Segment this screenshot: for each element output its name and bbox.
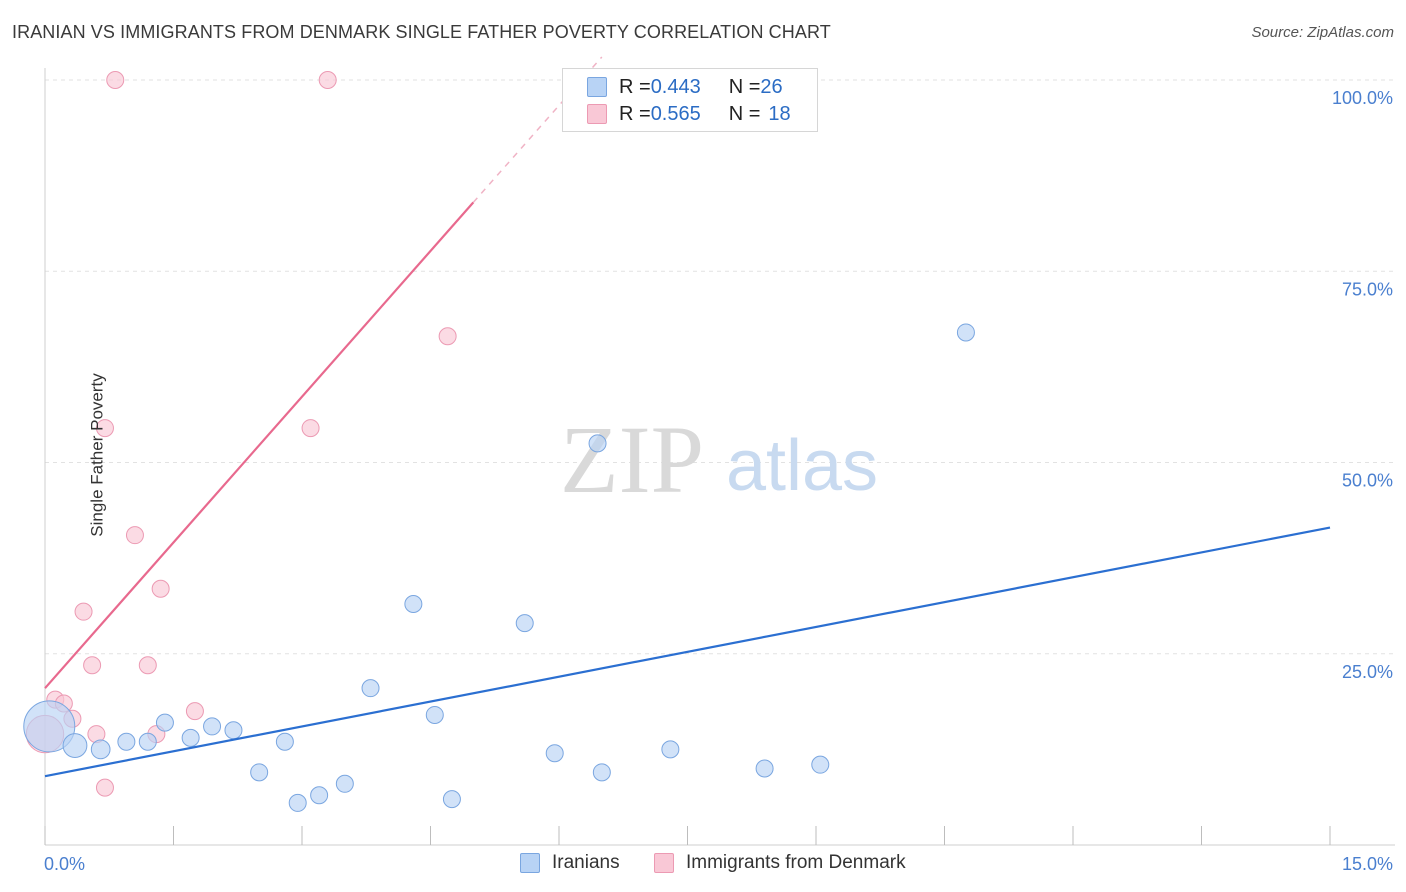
n-value: 26: [760, 75, 783, 98]
point-iranians: [592, 763, 611, 782]
point-denmark: [95, 419, 114, 438]
trendline-denmark: [44, 201, 475, 689]
n-label: N =: [728, 102, 761, 125]
point-iranians: [425, 705, 444, 724]
swatch-blue: [587, 77, 607, 97]
y-tick-label: 75.0%: [1342, 279, 1393, 299]
point-iranians: [956, 323, 975, 342]
point-denmark: [151, 579, 170, 598]
point-iranians: [361, 679, 380, 698]
point-denmark: [83, 656, 102, 675]
legend-item-iranians[interactable]: Iranians: [520, 852, 620, 874]
stats-row-iranians: R = 0.443 N = 26: [563, 74, 783, 100]
point-denmark: [74, 602, 93, 621]
n-value: 18: [768, 102, 791, 125]
legend-swatch-blue: [520, 853, 540, 873]
legend-label-iranians: Iranians: [552, 852, 620, 873]
point-iranians: [755, 759, 774, 778]
series-legend: Iranians Immigrants from Denmark: [0, 852, 1406, 878]
source-label: Source: ZipAtlas.com: [1251, 24, 1394, 41]
point-iranians: [203, 717, 222, 736]
tick-label-layer: 25.0% 50.0% 75.0% 100.0% 0.0% 15.0%: [44, 88, 1393, 874]
x-tick-label: 0.0%: [44, 854, 85, 874]
watermark-zip: ZIP: [560, 406, 704, 513]
n-label: N =: [728, 75, 761, 98]
point-iranians: [310, 786, 329, 805]
trendline-iranians: [44, 526, 1331, 778]
point-iranians: [138, 732, 157, 751]
r-value: 0.443: [650, 75, 701, 98]
y-tick-label: 50.0%: [1342, 471, 1393, 491]
point-iranians: [811, 755, 830, 774]
x-tick-label: 15.0%: [1342, 854, 1393, 874]
y-tick-label: 25.0%: [1342, 662, 1393, 682]
point-iranians: [335, 774, 354, 793]
points-layer: [23, 71, 975, 812]
legend-swatch-pink: [654, 853, 674, 873]
chart-title: IRANIAN VS IMMIGRANTS FROM DENMARK SINGL…: [12, 22, 831, 42]
r-value: 0.565: [650, 102, 701, 125]
point-iranians: [23, 700, 76, 753]
point-denmark: [106, 71, 125, 89]
legend-item-denmark[interactable]: Immigrants from Denmark: [654, 852, 906, 874]
legend-label-denmark: Immigrants from Denmark: [686, 852, 906, 873]
point-iranians: [588, 434, 607, 453]
point-iranians: [442, 790, 461, 809]
stats-legend: R = 0.443 N = 26 R = 0.565 N = 18: [562, 68, 818, 132]
point-iranians: [90, 739, 111, 760]
watermark: ZIP atlas: [560, 406, 878, 513]
point-iranians: [288, 793, 307, 812]
point-denmark: [185, 702, 204, 721]
point-iranians: [545, 744, 564, 763]
watermark-atlas: atlas: [726, 426, 878, 506]
point-denmark: [138, 656, 157, 675]
y-tick-label: 100.0%: [1332, 88, 1393, 108]
point-iranians: [117, 732, 136, 751]
r-label: R =: [619, 75, 651, 98]
axis-layer: [44, 68, 1395, 846]
grid-layer: [45, 79, 1395, 655]
point-denmark: [301, 419, 320, 438]
point-denmark: [125, 526, 144, 545]
point-iranians: [181, 728, 200, 747]
swatch-pink: [587, 104, 607, 124]
point-iranians: [404, 595, 423, 614]
point-iranians: [661, 740, 680, 759]
point-iranians: [155, 713, 174, 732]
stats-row-denmark: R = 0.565 N = 18: [563, 101, 791, 127]
point-iranians: [62, 733, 88, 758]
point-denmark: [95, 778, 114, 797]
point-denmark: [438, 327, 457, 346]
point-iranians: [224, 721, 243, 740]
y-axis-label: Single Father Poverty: [87, 373, 107, 537]
r-label: R =: [619, 102, 651, 125]
point-iranians: [250, 763, 269, 782]
point-iranians: [275, 732, 294, 751]
point-iranians: [515, 614, 534, 633]
point-denmark: [318, 71, 337, 89]
